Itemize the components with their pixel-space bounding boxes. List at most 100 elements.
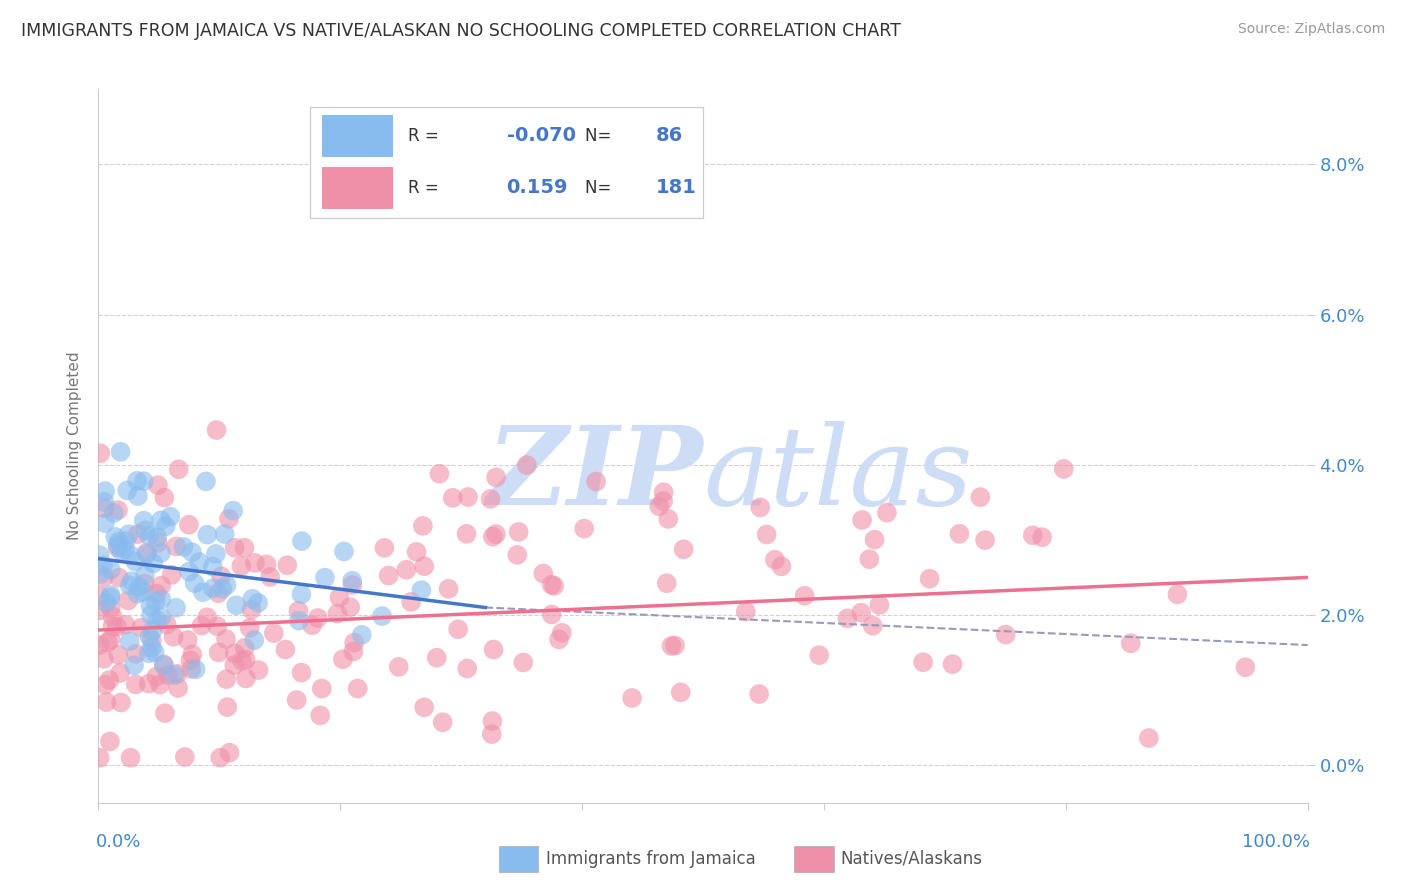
Point	[107, 534, 129, 549]
Point	[763, 553, 786, 567]
Point	[118, 578, 141, 592]
Point	[163, 668, 186, 682]
Point	[858, 552, 880, 566]
Point	[195, 610, 218, 624]
Point	[224, 541, 246, 555]
Point	[793, 589, 815, 603]
Point	[177, 632, 200, 647]
Point	[301, 618, 323, 632]
Text: atlas: atlas	[703, 421, 973, 528]
Point	[218, 746, 240, 760]
Point	[90, 566, 112, 581]
Point	[481, 727, 503, 741]
Point	[180, 662, 202, 676]
Point	[481, 714, 503, 728]
Point	[166, 666, 188, 681]
Text: Natives/Alaskans: Natives/Alaskans	[841, 850, 983, 868]
Point	[115, 483, 138, 498]
Point	[132, 514, 155, 528]
Point	[134, 568, 156, 582]
Point	[1053, 462, 1076, 476]
Point	[162, 630, 184, 644]
Point	[540, 578, 562, 592]
Point	[876, 506, 898, 520]
Point	[224, 646, 246, 660]
Point	[141, 624, 163, 638]
Point	[377, 568, 399, 582]
Point	[918, 572, 941, 586]
Point	[655, 576, 678, 591]
Point	[145, 587, 167, 601]
Point	[332, 652, 354, 666]
Point	[150, 546, 173, 560]
Point	[328, 591, 350, 605]
Point	[1137, 731, 1160, 745]
Point	[395, 563, 418, 577]
Point	[235, 653, 257, 667]
Point	[184, 662, 207, 676]
Point	[339, 600, 361, 615]
Point	[91, 558, 114, 573]
Point	[572, 522, 595, 536]
Point	[224, 658, 246, 673]
Point	[207, 586, 229, 600]
Text: 100.0%: 100.0%	[1241, 833, 1310, 851]
Point	[661, 639, 683, 653]
Point	[142, 557, 165, 571]
Point	[411, 583, 433, 598]
Point	[837, 611, 859, 625]
Point	[652, 494, 675, 508]
Point	[240, 602, 263, 616]
Point	[93, 501, 115, 516]
Point	[343, 635, 366, 649]
Point	[110, 445, 132, 459]
Point	[290, 665, 312, 680]
Point	[110, 544, 132, 558]
Point	[146, 613, 169, 627]
Point	[648, 500, 671, 514]
Point	[118, 634, 141, 648]
Point	[669, 685, 692, 699]
Point	[231, 654, 253, 668]
Point	[770, 559, 793, 574]
Point	[120, 548, 142, 562]
Point	[863, 533, 886, 547]
Point	[98, 734, 121, 748]
Point	[531, 566, 554, 581]
Point	[215, 672, 238, 686]
Point	[426, 650, 449, 665]
Point	[233, 541, 256, 555]
Point	[138, 676, 160, 690]
Point	[177, 517, 200, 532]
Point	[135, 546, 157, 560]
Point	[100, 632, 122, 647]
Point	[201, 559, 224, 574]
Point	[314, 571, 336, 585]
Point	[156, 617, 179, 632]
Point	[89, 750, 111, 764]
Point	[195, 527, 218, 541]
Point	[103, 506, 125, 520]
Point	[371, 609, 394, 624]
Point	[287, 604, 309, 618]
Point	[231, 559, 253, 574]
Point	[734, 605, 756, 619]
Point	[132, 474, 155, 488]
Point	[127, 587, 149, 601]
Point	[263, 626, 285, 640]
Point	[149, 513, 172, 527]
Point	[482, 642, 505, 657]
Point	[160, 568, 183, 582]
Point	[247, 596, 270, 610]
Point	[150, 592, 173, 607]
Point	[89, 446, 111, 460]
Point	[100, 601, 122, 615]
Point	[209, 569, 232, 583]
Point	[143, 645, 166, 659]
Point	[412, 519, 434, 533]
Point	[307, 611, 329, 625]
Point	[755, 527, 778, 541]
Point	[124, 554, 146, 568]
Point	[512, 656, 534, 670]
Point	[243, 633, 266, 648]
